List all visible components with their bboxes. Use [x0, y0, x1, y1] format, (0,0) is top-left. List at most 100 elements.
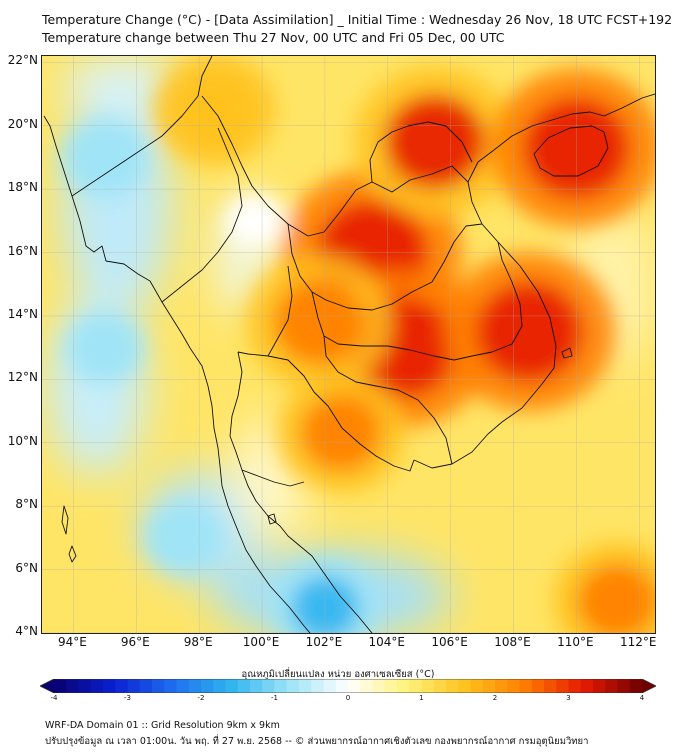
- colorbar-segment: [556, 679, 570, 693]
- warm-anomaly-core: [300, 395, 381, 471]
- colorbar-segment: [201, 679, 214, 693]
- longitude-tick-label: 102°E: [305, 635, 343, 649]
- colorbar-max-extend: [642, 679, 656, 693]
- warming-field: [60, 56, 655, 633]
- colorbar-segment: [495, 679, 508, 693]
- colorbar-tick-label: -1: [271, 694, 278, 702]
- gridlines: [42, 56, 655, 633]
- colorbar-segment: [274, 679, 288, 693]
- colorbar-tick-label: 1: [419, 694, 424, 702]
- map-subtitle: Temperature change between Thu 27 Nov, 0…: [42, 30, 505, 45]
- anomaly-centers: [60, 56, 655, 633]
- colorbar-tick-label: -4: [50, 694, 58, 702]
- colorbar-segment: [384, 679, 398, 693]
- cool-anomaly-core: [80, 324, 130, 371]
- warm-anomaly-core: [177, 74, 253, 145]
- colorbar-segment: [458, 679, 472, 693]
- colorbar-segment: [286, 679, 300, 693]
- colorbar-tick-label: 0: [345, 694, 351, 702]
- colorbar-segment: [397, 679, 410, 693]
- warm-anomaly-core: [476, 282, 583, 382]
- colorbar-segment: [299, 679, 312, 693]
- warm-anomaly-core: [273, 280, 364, 365]
- map-title: Temperature Change (°C) - [Data Assimila…: [42, 12, 673, 27]
- colorbar-segment: [531, 679, 545, 693]
- colorbar-segment: [409, 679, 423, 693]
- latitude-tick-label: 12°N: [7, 370, 38, 385]
- longitude-tick-label: 98°E: [183, 635, 213, 649]
- colorbar-tick-label: -3: [124, 694, 131, 702]
- colorbar-segment: [139, 679, 153, 693]
- colorbar-segment: [152, 679, 165, 693]
- colorbar: [39, 678, 657, 694]
- map-canvas: [42, 56, 655, 633]
- latitude-tick-label: 20°N: [7, 116, 38, 131]
- cool-anomaly-core: [158, 514, 209, 561]
- colorbar-tick-label: 2: [492, 694, 498, 702]
- latitude-tick-label: 16°N: [7, 243, 38, 258]
- colorbar-segment: [213, 679, 227, 693]
- colorbar-segment: [237, 679, 251, 693]
- longitude-tick-label: 106°E: [431, 635, 468, 649]
- colorbar-segment: [115, 679, 129, 693]
- colorbar-segment: [127, 679, 141, 693]
- warm-anomaly-core: [384, 94, 486, 189]
- latitude-tick-label: 14°N: [7, 306, 38, 321]
- colorbar-min-extend: [40, 679, 54, 693]
- colorbar-segment: [629, 679, 643, 693]
- colorbar-segment: [507, 679, 521, 693]
- longitude-tick-label: 112°E: [620, 635, 657, 649]
- coastlines-and-borders: [43, 56, 655, 633]
- colorbar-segment: [66, 679, 80, 693]
- colorbar-segment: [421, 679, 435, 693]
- colorbar-segment: [593, 679, 606, 693]
- cool-anomaly-core: [236, 202, 276, 240]
- colorbar-segment: [519, 679, 533, 693]
- colorbar-segment: [544, 679, 557, 693]
- latitude-tick-label: 22°N: [7, 53, 38, 68]
- longitude-tick-label: 104°E: [368, 635, 406, 649]
- colorbar-segment: [580, 679, 594, 693]
- colorbar-segment: [164, 679, 178, 693]
- footer-domain-info: WRF-DA Domain 01 :: Grid Resolution 9km …: [45, 720, 280, 731]
- colorbar-segment: [446, 679, 459, 693]
- colorbar-segment: [323, 679, 337, 693]
- colorbar-segment: [372, 679, 386, 693]
- colorbar-segment: [225, 679, 239, 693]
- longitude-tick-label: 108°E: [494, 635, 531, 649]
- latitude-tick-label: 18°N: [7, 180, 38, 195]
- colorbar-tick-label: 4: [639, 694, 645, 702]
- colorbar-segment: [176, 679, 190, 693]
- colorbar-segment: [90, 679, 104, 693]
- warm-anomaly-core: [577, 563, 655, 633]
- colorbar-segment: [617, 679, 631, 693]
- colorbar-scale: [39, 678, 657, 694]
- cool-anomaly-core: [77, 131, 133, 183]
- colorbar-segment: [360, 679, 374, 693]
- colorbar-tick-label: 3: [566, 694, 571, 702]
- latitude-tick-label: 10°N: [7, 433, 38, 448]
- colorbar-segment: [311, 679, 325, 693]
- latitude-tick-label: 8°N: [15, 497, 38, 512]
- colorbar-tick-label: -2: [197, 694, 205, 702]
- colorbar-segment: [470, 679, 484, 693]
- longitude-tick-label: 94°E: [57, 635, 87, 649]
- footer-update-info: ปรับปรุงข้อมูล ณ เวลา 01:00น. วัน พฤ. ที…: [45, 736, 589, 747]
- colorbar-segment: [568, 679, 582, 693]
- colorbar-segment: [605, 679, 619, 693]
- colorbar-segment: [78, 679, 92, 693]
- colorbar-segment: [348, 679, 361, 693]
- latitude-tick-label: 4°N: [15, 624, 38, 638]
- colorbar-segment: [188, 679, 202, 693]
- latitude-tick-label: 6°N: [15, 560, 38, 575]
- colorbar-segment: [250, 679, 263, 693]
- longitude-tick-label: 110°E: [557, 635, 594, 649]
- colorbar-label: อุณหภูมิเปลี่ยนแปลง หน่วย องศาเซลเซียส (…: [241, 669, 435, 680]
- longitude-tick-label: 100°E: [242, 635, 280, 649]
- colorbar-segment: [433, 679, 447, 693]
- temperature-change-map: [41, 55, 656, 634]
- colorbar-segment: [262, 679, 276, 693]
- colorbar-segment: [54, 679, 67, 693]
- colorbar-segment: [103, 679, 116, 693]
- colorbar-segment: [482, 679, 496, 693]
